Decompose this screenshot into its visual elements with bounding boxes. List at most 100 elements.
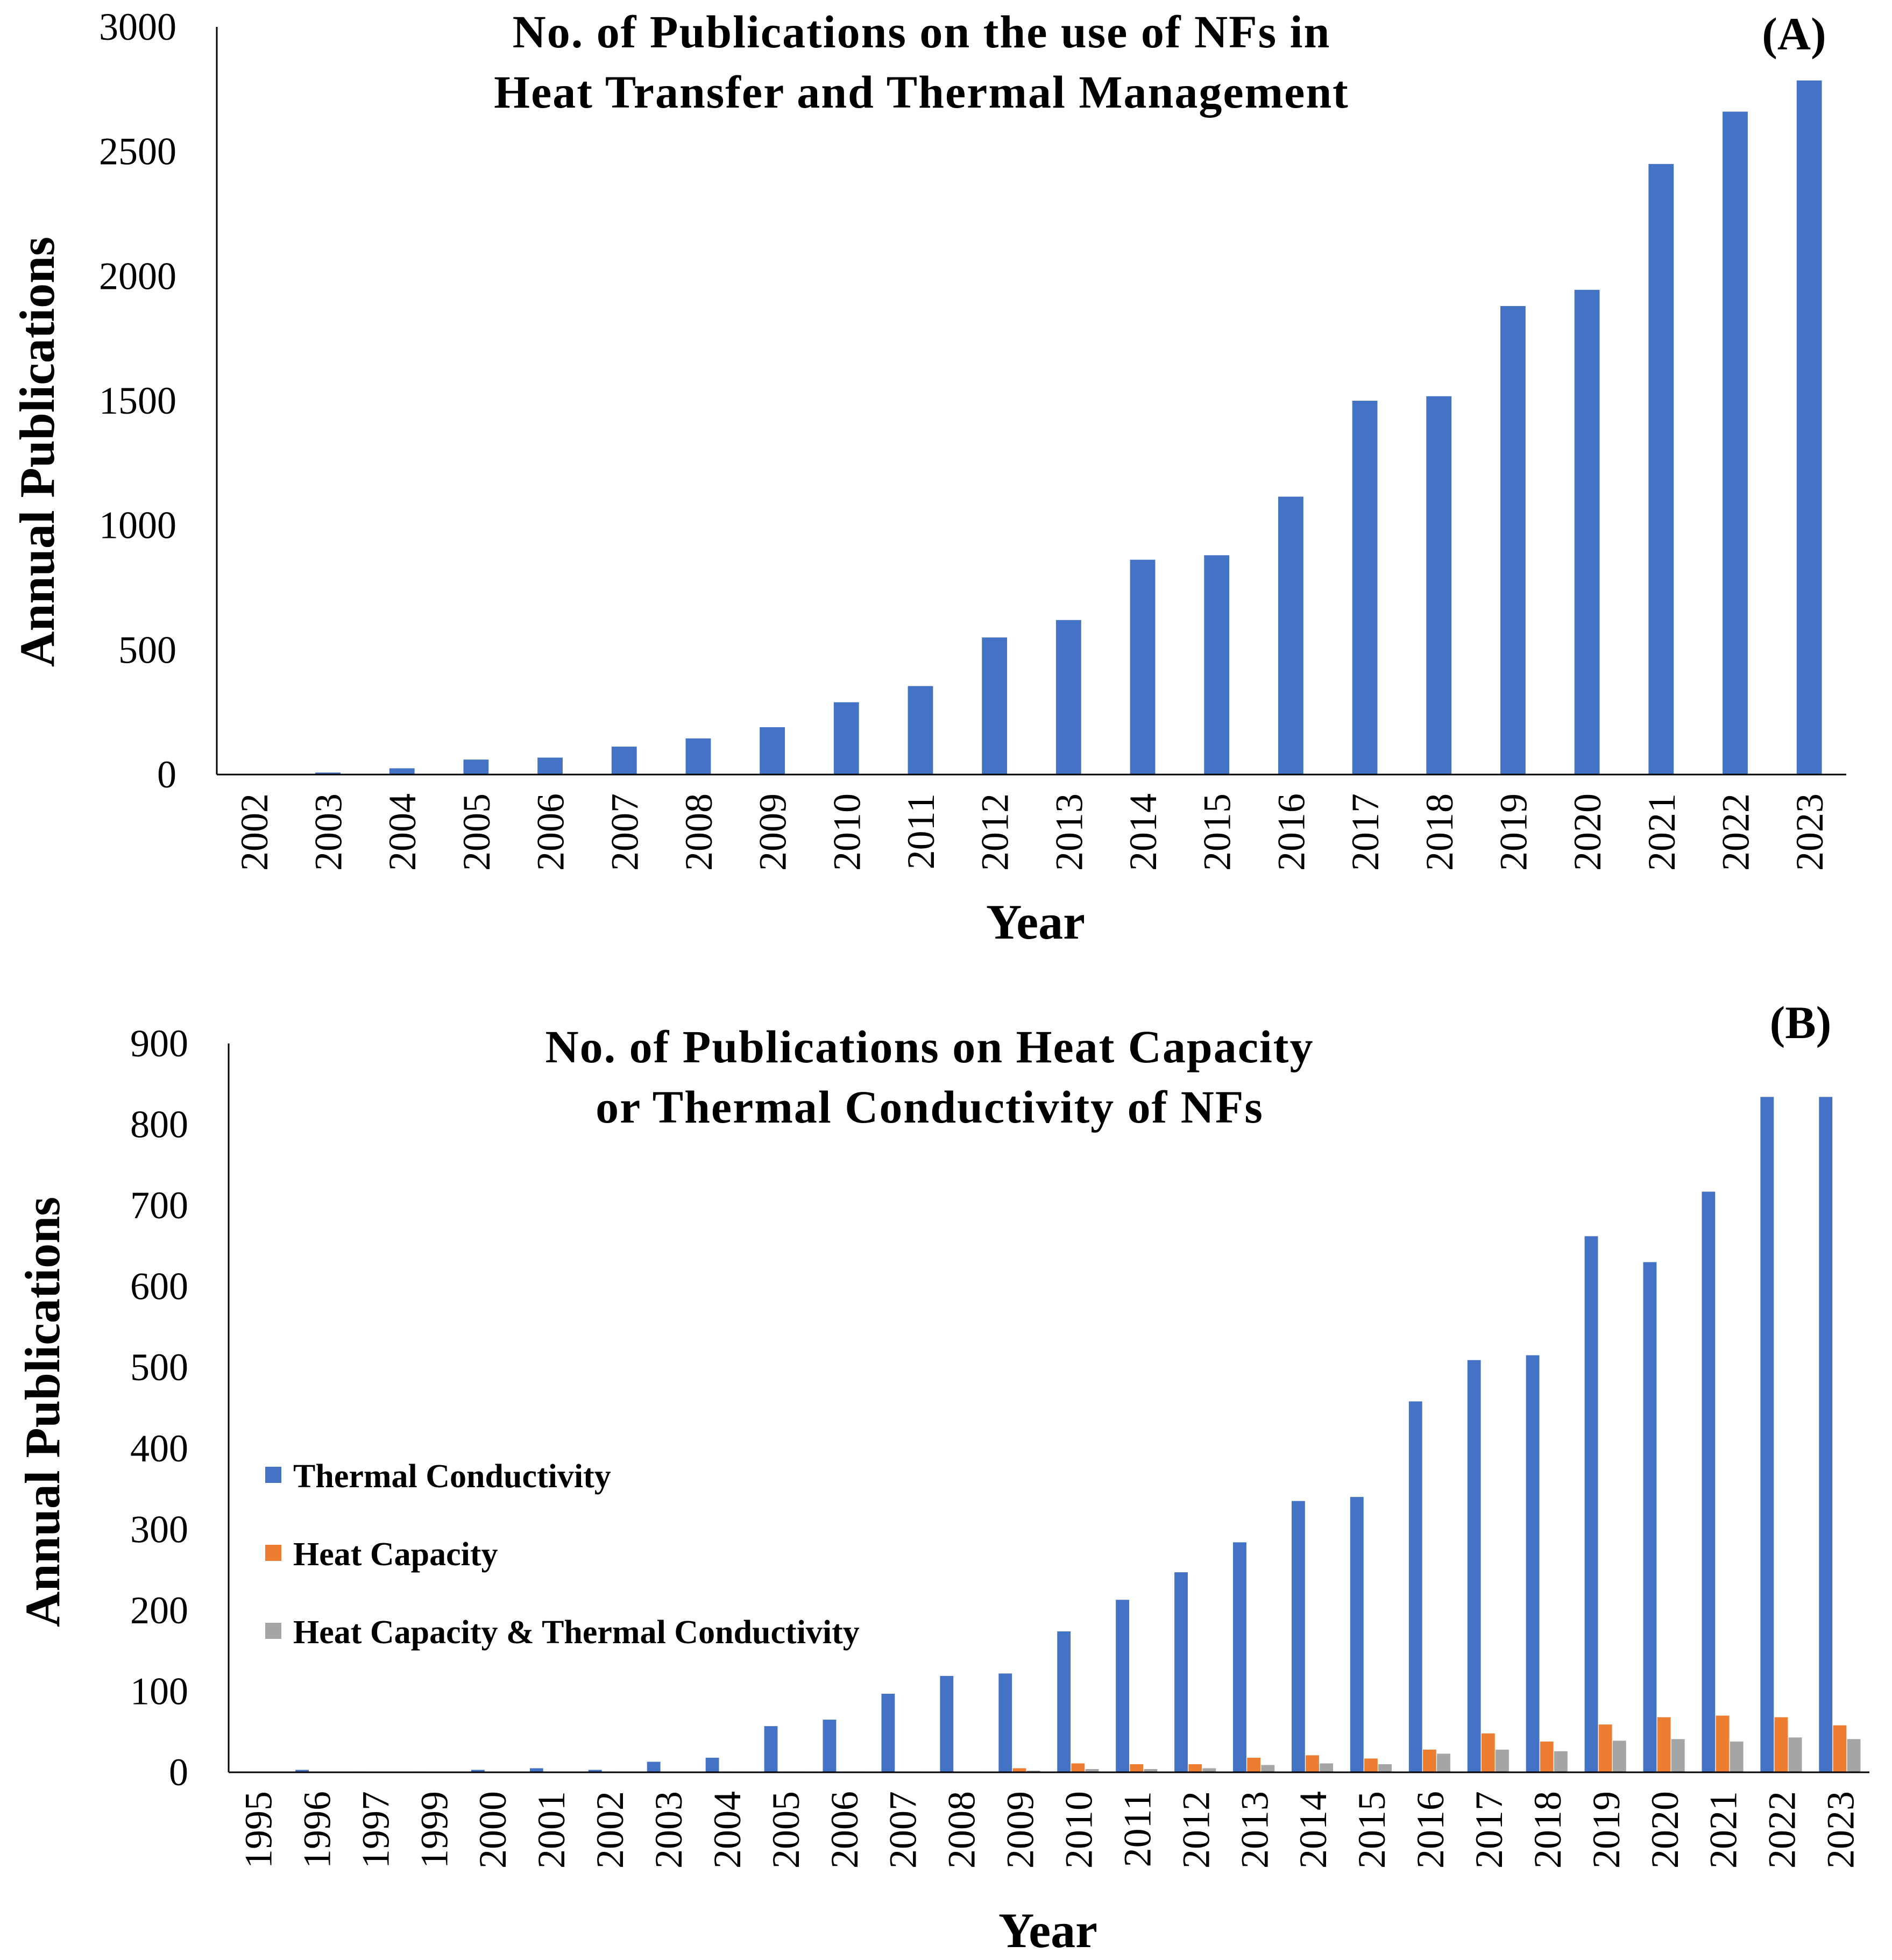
chart-b-x-tick-label: 2014 [1292,1791,1335,1869]
chart-b-x-tick-label: 2004 [706,1791,749,1869]
chart-b-bar-thermal-conductivity-2005 [764,1726,778,1772]
chart-b-bar-heat-capacity-2018 [1540,1741,1554,1772]
chart-b-x-tick-label: 2022 [1761,1791,1804,1869]
chart-b-bar-thermal-conductivity-2000 [471,1770,485,1772]
chart-a-y-tick-label: 500 [118,628,176,671]
chart-b-x-tick-label: 2015 [1350,1791,1393,1869]
chart-b-bar-heat-capacity-thermal-conductivity-2017 [1496,1749,1509,1772]
chart-a-x-tick-label: 2008 [677,793,720,871]
chart-b-x-tick-label: 1995 [237,1791,280,1869]
chart-b-x-tick-label: 2003 [647,1791,690,1869]
chart-a-x-tick-label: 2003 [307,793,350,871]
chart-b-bars [237,1097,1861,1772]
chart-a-x-tick-label: 2010 [825,793,868,871]
chart-a-bar-2012 [982,637,1008,775]
chart-b-bar-heat-capacity-thermal-conductivity-2011 [1144,1769,1158,1772]
chart-a-bars [241,80,1822,775]
chart-b-bar-thermal-conductivity-2021 [1702,1191,1716,1772]
chart-a-bar-2020 [1574,289,1600,775]
chart-b-bar-heat-capacity-2023 [1833,1725,1847,1772]
chart-b-x-tick-label: 2010 [1057,1791,1100,1869]
chart-a-bar-2005 [463,759,489,775]
chart-a-x-tick-label: 2007 [603,793,646,871]
chart-b-x-tick-label: 2019 [1585,1791,1628,1869]
chart-b-bar-heat-capacity-thermal-conductivity-2009 [1026,1770,1040,1772]
chart-b-bar-thermal-conductivity-2013 [1233,1542,1246,1772]
chart-b-x-tick-label: 1999 [413,1791,456,1869]
chart-b-bar-thermal-conductivity-2018 [1526,1355,1540,1772]
chart-b-x-axis-title: Year [998,1903,1097,1958]
chart-a-x-tick-label: 2005 [455,793,498,871]
chart-b-bar-thermal-conductivity-2002 [588,1770,602,1772]
chart-b-bar-thermal-conductivity-2011 [1116,1600,1130,1772]
chart-a-bar-2019 [1500,306,1526,775]
chart-a-bar-2021 [1648,164,1674,775]
chart-b-y-tick-label: 600 [130,1265,188,1308]
chart-b-x-tick-label: 1996 [295,1791,338,1869]
chart-a-panel-label: (A) [1762,8,1826,60]
chart-b-bar-heat-capacity-thermal-conductivity-2021 [1730,1741,1744,1772]
chart-a-x-tick-label: 2016 [1270,793,1313,871]
chart-a-x-tick-label: 2018 [1418,793,1461,871]
chart-b-bar-heat-capacity-2015 [1364,1758,1378,1772]
chart-a-x-tick-label: 2015 [1196,793,1239,871]
chart-b-bar-thermal-conductivity-2009 [998,1673,1012,1772]
chart-b-x-tick-label: 2007 [882,1791,925,1869]
chart-b-x-tick-label: 2023 [1819,1791,1862,1869]
chart-b-bar-thermal-conductivity-2014 [1291,1501,1305,1772]
chart-b-bar-heat-capacity-thermal-conductivity-2022 [1788,1737,1802,1772]
chart-b-bar-heat-capacity-2012 [1188,1764,1202,1772]
chart-b-legend: Thermal Conductivity Heat Capacity Heat … [265,1458,860,1651]
chart-a-x-tick-label: 2002 [233,793,276,871]
chart-b-x-tick-label: 2013 [1233,1791,1276,1869]
chart-b-y-tick-label: 0 [169,1751,188,1794]
chart-a-x-tick-label: 2019 [1492,793,1535,871]
chart-a-bar-2014 [1130,559,1156,775]
chart-b-panel-label: (B) [1770,997,1832,1048]
chart-b-x-tick-label: 2017 [1468,1791,1511,1869]
chart-a-bar-2022 [1723,111,1748,775]
chart-a-bar-2011 [908,686,933,775]
chart-a-bar-2009 [760,727,785,775]
chart-b-bar-heat-capacity-thermal-conductivity-2018 [1554,1751,1568,1772]
chart-a-y-tick-label: 0 [157,753,176,796]
chart-a-bar-2004 [389,768,415,775]
chart-b-bar-heat-capacity-thermal-conductivity-2020 [1671,1739,1685,1772]
chart-b-bar-thermal-conductivity-2020 [1643,1262,1657,1772]
chart-b-bar-heat-capacity-2016 [1422,1749,1436,1772]
chart-a-x-ticks: 2002 2003 2004 2005 2006 2007 2008 2009 2010 2011… [233,793,1831,871]
chart-b-x-tick-label: 2020 [1643,1791,1686,1869]
chart-b-bar-heat-capacity-thermal-conductivity-2015 [1378,1764,1392,1772]
chart-b-y-tick-label: 100 [130,1670,188,1713]
chart-a-x-tick-label: 2011 [899,793,943,869]
chart-a-bar-2007 [611,747,637,775]
chart-b-bar-thermal-conductivity-2022 [1760,1097,1774,1772]
chart-b-bar-thermal-conductivity-2015 [1350,1497,1364,1772]
chart-b-x-tick-label: 2018 [1526,1791,1569,1869]
chart-panel-a: No. of Publications on the use of NFs in… [10,5,1846,949]
chart-a-x-tick-label: 2013 [1047,793,1090,871]
chart-a-title-line1: No. of Publications on the use of NFs in [513,6,1331,58]
chart-a-y-tick-label: 2500 [99,130,176,173]
chart-a-bar-2003 [315,772,341,775]
chart-b-y-ticks: 0 100 200 300 400 500 600 700 800 900 [130,1022,188,1794]
chart-b-bar-heat-capacity-2010 [1071,1763,1085,1772]
legend-label-thermal-conductivity: Thermal Conductivity [293,1458,611,1495]
chart-a-x-tick-label: 2009 [752,793,795,871]
chart-b-bar-heat-capacity-2017 [1481,1733,1495,1772]
chart-b-bar-heat-capacity-2011 [1130,1764,1144,1772]
chart-b-bar-heat-capacity-2013 [1247,1757,1261,1772]
chart-b-x-tick-label: 2009 [999,1791,1042,1869]
chart-a-y-axis-title: Annual Publications [10,237,65,667]
chart-b-bar-thermal-conductivity-2004 [705,1757,719,1772]
chart-a-y-tick-label: 1000 [99,504,176,547]
chart-a-title-line2: Heat Transfer and Thermal Management [494,66,1349,118]
chart-b-y-tick-label: 400 [130,1427,188,1470]
chart-a-x-tick-label: 2004 [381,793,424,871]
chart-a-bar-2008 [685,738,711,775]
chart-b-bar-thermal-conductivity-2003 [647,1762,661,1772]
chart-b-x-tick-label: 2016 [1409,1791,1452,1869]
chart-b-bar-heat-capacity-2022 [1774,1717,1788,1772]
chart-b-bar-thermal-conductivity-2019 [1584,1236,1598,1772]
chart-a-x-tick-label: 2014 [1122,793,1165,871]
